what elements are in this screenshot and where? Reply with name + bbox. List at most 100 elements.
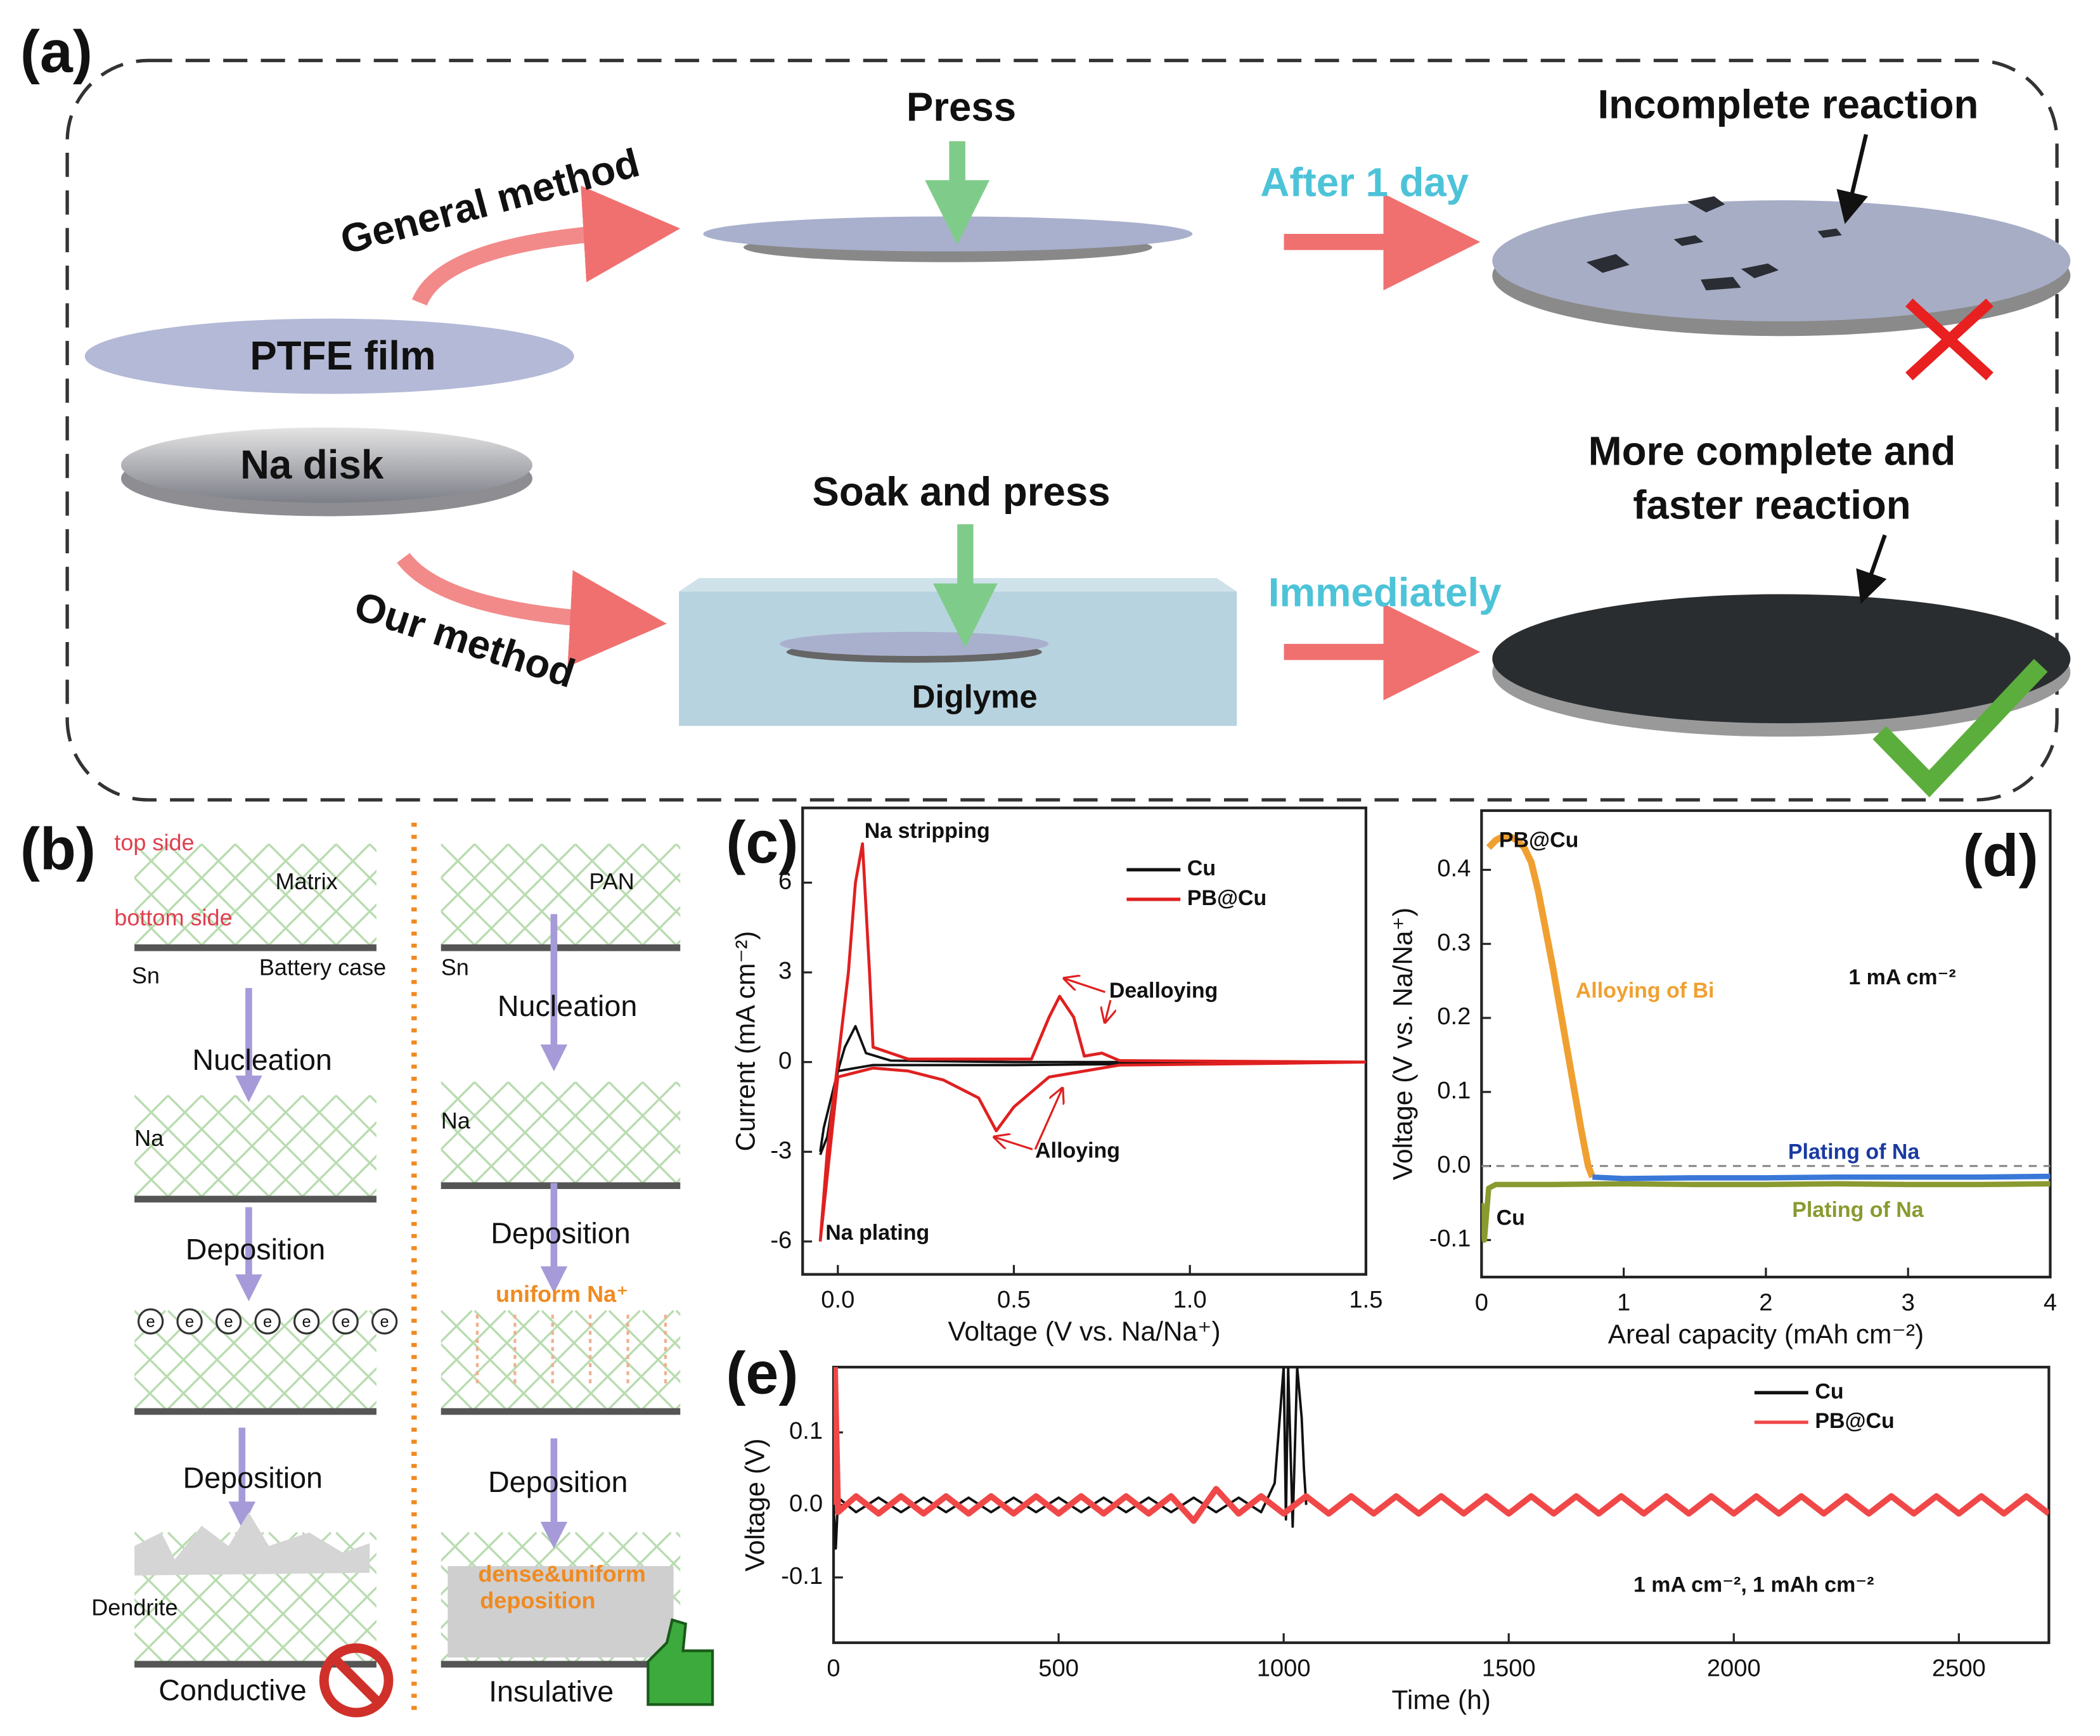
fiber (0, 1096, 101, 1197)
x-tick-label: 3 (1902, 1289, 1915, 1316)
fiber (240, 1082, 340, 1183)
fiber (473, 1309, 574, 1410)
fiber (710, 1533, 839, 1662)
fiber (403, 1311, 501, 1409)
fiber (574, 1309, 674, 1410)
y-tick-label: -6 (770, 1226, 792, 1254)
diagram-text: Nucleation (498, 989, 637, 1022)
fiber (641, 1309, 681, 1350)
fiber (608, 1335, 681, 1410)
panel-a-art (65, 58, 2071, 802)
fiber (507, 1309, 607, 1410)
fiber (335, 843, 377, 886)
fiber (335, 1619, 377, 1662)
annotation: Alloying (1035, 1139, 1120, 1163)
diagram-text: Press (906, 85, 1016, 130)
fiber (273, 1082, 374, 1183)
diagram-text: Nucleation (192, 1043, 332, 1076)
series-label: PB@Cu (1499, 828, 1578, 852)
fiber (302, 869, 377, 946)
fiber (134, 1376, 167, 1410)
fiber (134, 1598, 197, 1662)
fiber (0, 1533, 96, 1662)
series-line (834, 1367, 1308, 1550)
series-label: Plating of Na (1788, 1140, 1920, 1164)
annotation: 1 mA cm⁻² (1848, 965, 1955, 989)
fiber (541, 1309, 641, 1410)
fiber (608, 1110, 681, 1184)
y-axis-label: Voltage (V vs. Na/Na⁺) (1388, 908, 1418, 1180)
diagram-text: faster reaction (1633, 483, 1910, 528)
diagram-text: Immediately (1268, 570, 1502, 615)
diagram-text: Diglyme (912, 678, 1038, 714)
y-tick-label: -0.1 (781, 1562, 823, 1590)
fiber (335, 1154, 377, 1197)
electron (293, 1308, 320, 1335)
electron (176, 1308, 203, 1335)
electron-sign: e (146, 1313, 155, 1331)
x-tick-label: 0 (1475, 1289, 1488, 1316)
x-tick-label: 0.5 (997, 1286, 1031, 1313)
series-line (818, 842, 1366, 1242)
fiber (240, 1082, 340, 1183)
electron (137, 1308, 164, 1335)
fiber (307, 1082, 408, 1183)
fiber (302, 1333, 377, 1410)
annotation: Dealloying (1109, 979, 1218, 1003)
x-tick-label: 2 (1759, 1289, 1772, 1316)
x-tick-label: 1 (1617, 1289, 1630, 1316)
diagram-text: Na (441, 1108, 471, 1134)
electron-sign: e (341, 1313, 350, 1331)
panel-label: (e) (726, 1341, 798, 1406)
diagram-text: Deposition (186, 1233, 325, 1266)
y-tick-label: 3 (778, 957, 792, 984)
y-tick-label: 0.3 (1437, 929, 1471, 956)
no-sign (330, 1654, 383, 1707)
series-line (1481, 1181, 2051, 1243)
x-tick-label: 0.0 (821, 1286, 854, 1313)
diagram-text: dense&uniform (478, 1560, 645, 1586)
fiber (268, 1552, 377, 1662)
y-tick-label: 0.1 (789, 1417, 823, 1444)
diagram-text: Conductive (158, 1674, 306, 1707)
fiber (441, 1181, 442, 1183)
y-tick-label: 0 (778, 1047, 792, 1074)
legend-label: PB@Cu (1187, 886, 1266, 910)
y-tick-label: 0.2 (1437, 1003, 1471, 1030)
panel-label: (c) (726, 809, 798, 875)
fiber (641, 1081, 681, 1122)
fiber (134, 1095, 136, 1097)
diagram-text: Sn (132, 962, 160, 988)
x-tick-label: 500 (1038, 1654, 1079, 1681)
fiber (0, 1311, 31, 1409)
annotation: Na stripping (865, 819, 990, 843)
fiber (0, 1533, 62, 1662)
dendrite (134, 1512, 370, 1576)
fiber (710, 1533, 839, 1662)
annotation: Na plating (825, 1221, 929, 1245)
diagram-text: Na disk (240, 442, 384, 487)
y-tick-label: 6 (778, 868, 792, 895)
diagram-text: deposition (480, 1588, 595, 1614)
fiber (441, 1376, 473, 1410)
x-axis-label: Areal capacity (mAh cm⁻²) (1608, 1319, 1924, 1349)
y-axis-label: Voltage (V) (740, 1439, 770, 1572)
fiber (335, 1095, 377, 1138)
electron (215, 1308, 242, 1335)
diagram-text: PAN (589, 868, 634, 894)
panel-label: (d) (1963, 823, 2039, 889)
fiber (167, 1309, 267, 1410)
fiber (675, 1081, 681, 1088)
annotation: Plating of Na (1792, 1198, 1924, 1222)
electron (254, 1308, 281, 1335)
series-label: Cu (1497, 1206, 1525, 1230)
annotation-arrow (1065, 979, 1105, 993)
fiber (0, 1533, 96, 1662)
diagram-text: bottom side (114, 904, 232, 930)
fiber (641, 1531, 681, 1572)
y-axis-label: Current (mA cm⁻²) (730, 931, 760, 1152)
x-tick-label: 1000 (1257, 1654, 1311, 1681)
diagram-text: Sn (441, 955, 469, 981)
